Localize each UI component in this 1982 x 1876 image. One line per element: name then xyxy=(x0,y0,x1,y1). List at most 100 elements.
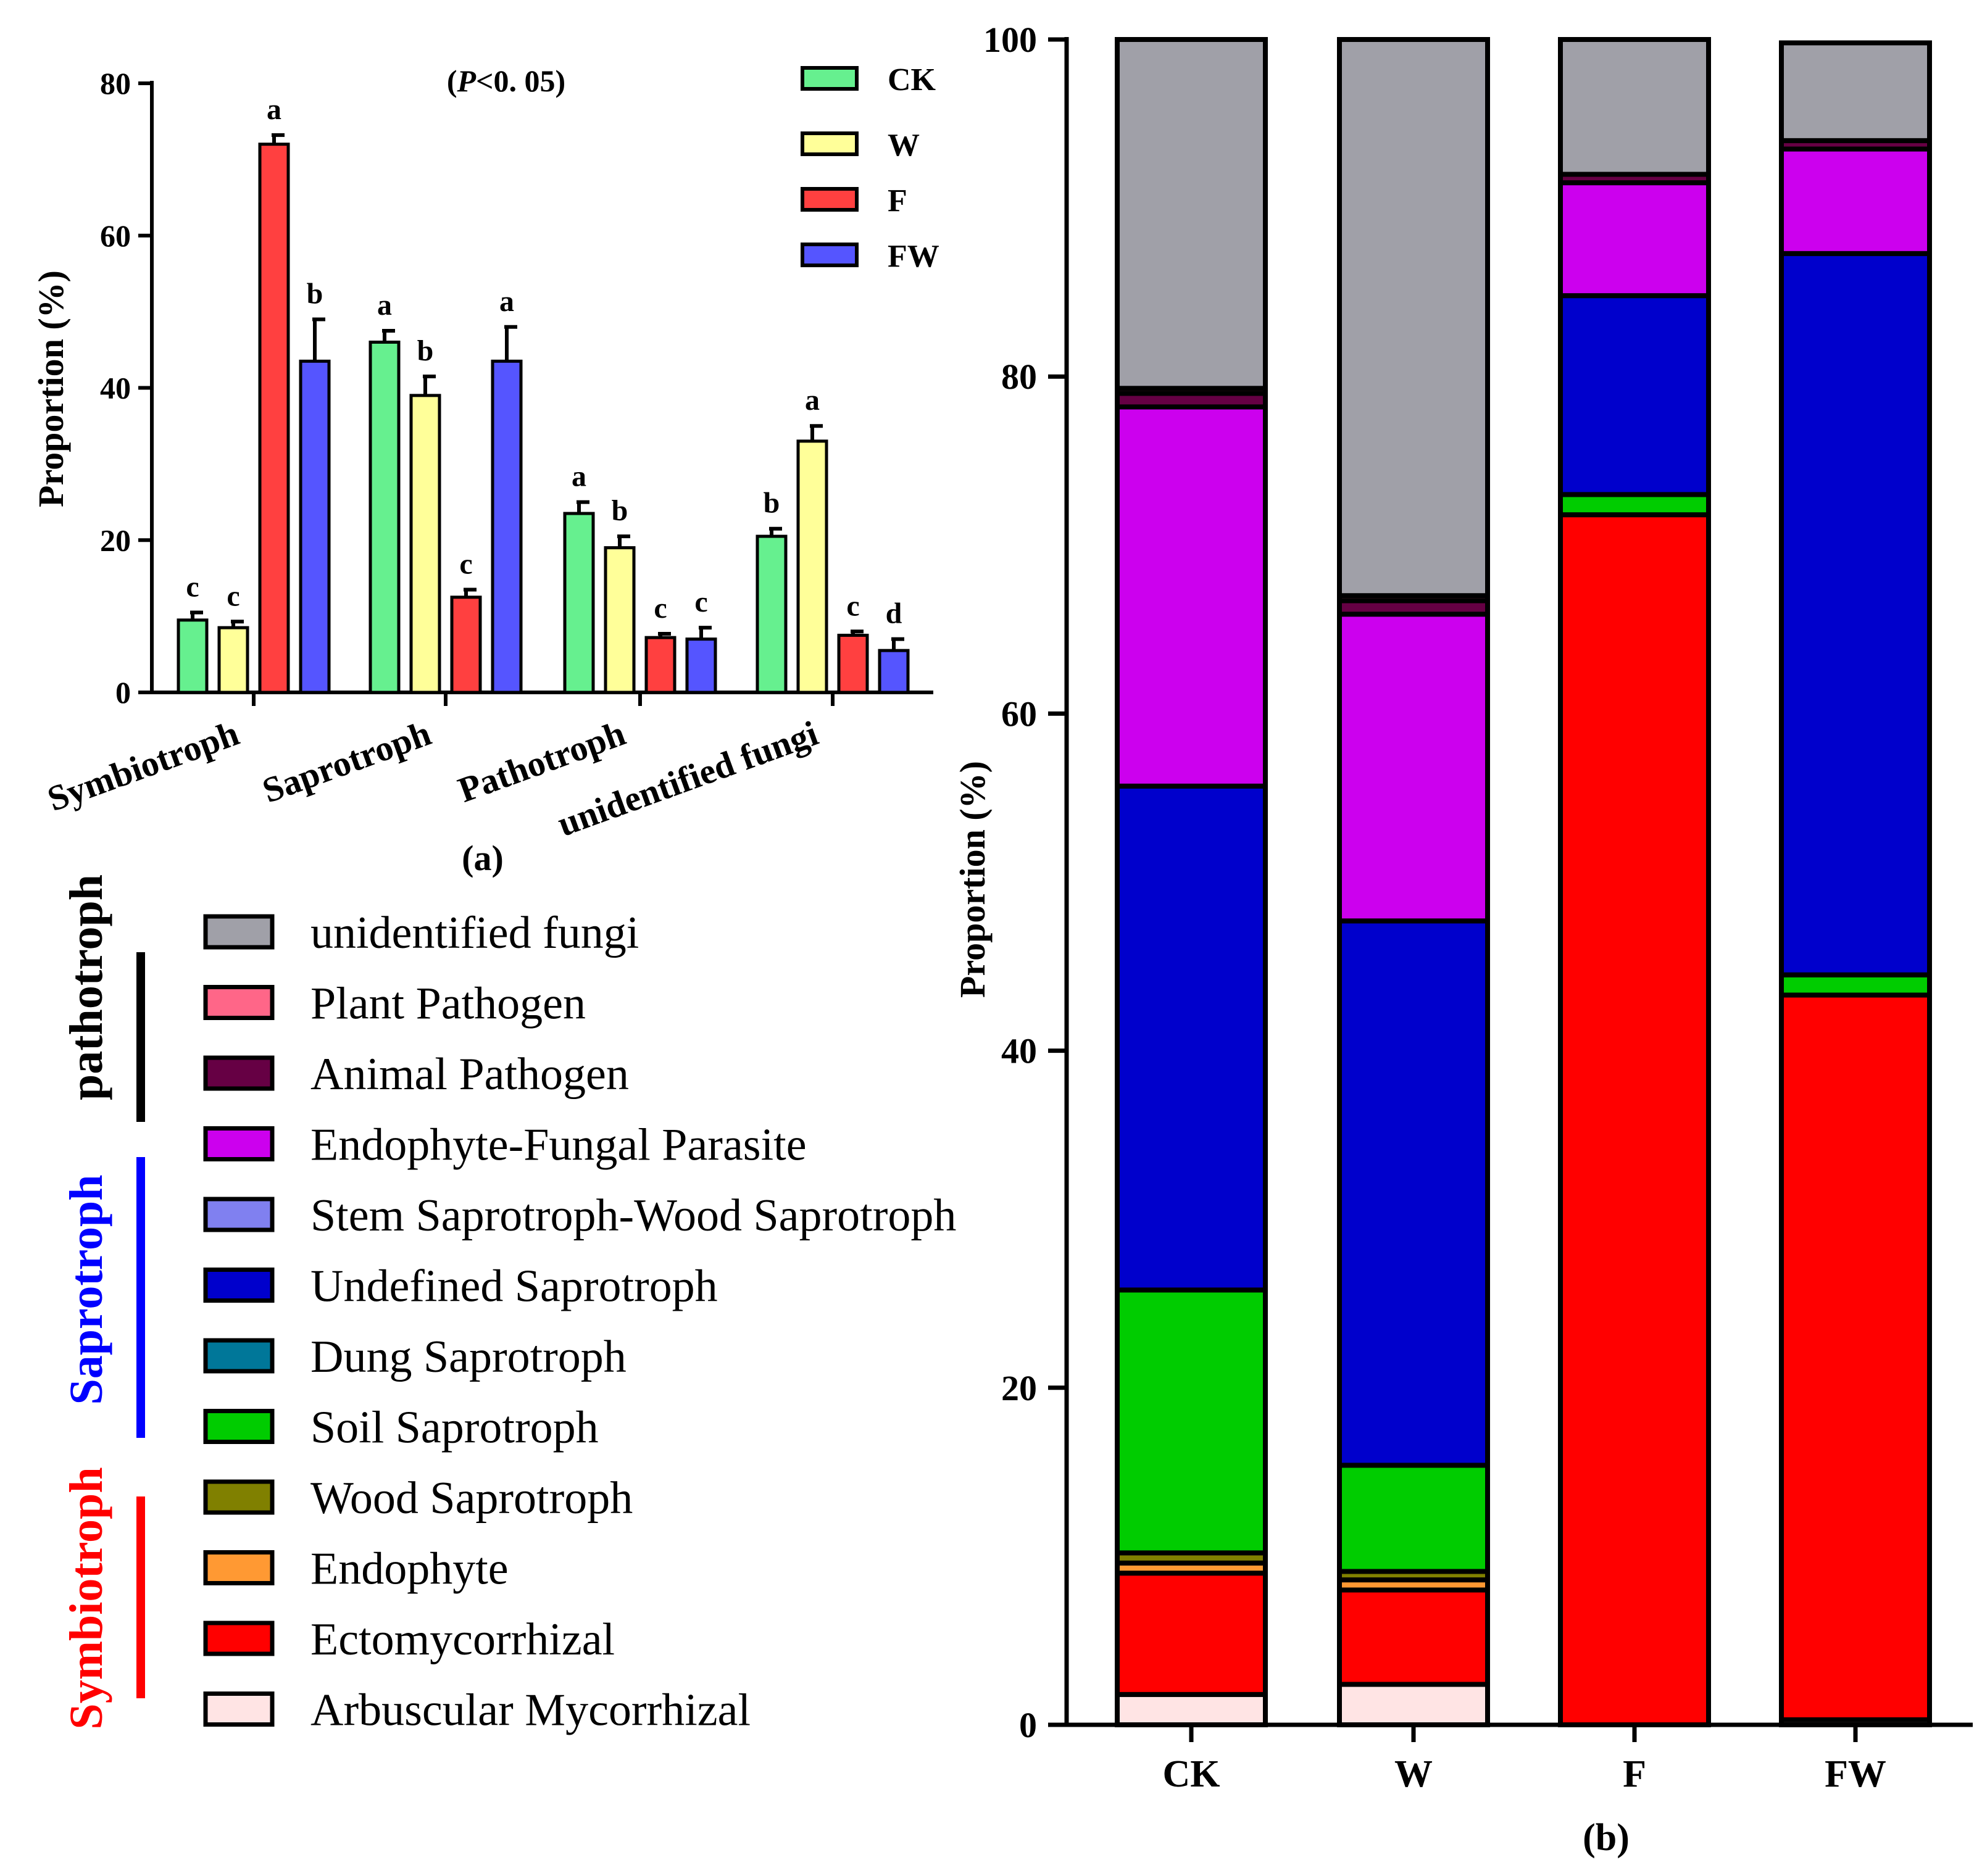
stack-segment-undefined-saprotroph-w xyxy=(1337,918,1490,1468)
legend-label-endophyte: Endophyte xyxy=(310,1544,509,1595)
significance-letter: d xyxy=(886,597,902,630)
chart-a-y-tick-label: 60 xyxy=(100,218,131,253)
chart-b-x-tick-label-f: F xyxy=(1623,1753,1646,1795)
bar-fw-saprotroph xyxy=(491,359,523,694)
stack-segment-arbuscular-mycorrhizal-ck xyxy=(1115,1691,1268,1728)
legend-swatch-undefined-saprotroph xyxy=(203,1268,275,1303)
stack-segment-soil-saprotroph-w xyxy=(1337,1463,1490,1574)
chart-a-y-tick-label: 80 xyxy=(100,66,131,101)
significance-letter: b xyxy=(417,334,434,367)
legend-swatch-arbuscular-mycorrhizal xyxy=(203,1691,275,1727)
chart-b: 0 20 40 60 80 100 CK W F FW Proportion (%) (b) xyxy=(952,20,1973,1859)
stack-segment-unidentified-fungi-f xyxy=(1558,37,1711,177)
significance-letter: a xyxy=(805,384,820,417)
stack-segment-endophyte-fungal-parasite-f xyxy=(1558,180,1711,299)
chart-a-y-tick-label: 0 xyxy=(115,675,131,710)
bar-ck-unidentified-fungi xyxy=(756,534,788,694)
chart-b-x-tick-label-ck: CK xyxy=(1163,1753,1220,1795)
chart-b-x-tick-label-w: W xyxy=(1394,1753,1433,1795)
bar-f-unidentified-fungi xyxy=(837,633,869,694)
legend-swatch-soil-saprotroph xyxy=(203,1409,275,1444)
bar-f-saprotroph xyxy=(450,596,482,694)
legend-swatch-ectomycorrhizal xyxy=(203,1621,275,1656)
legend-swatch-plant-pathogen xyxy=(203,985,275,1020)
chart-a-ylabel: Proportion (%) xyxy=(31,270,71,507)
stack-segment-ectomycorrhizal-w xyxy=(1337,1587,1490,1687)
significance-letter: c xyxy=(227,579,239,612)
chart-b-y-tick-label: 100 xyxy=(983,20,1037,60)
bar-fw-unidentified-fungi xyxy=(878,649,910,694)
stack-segment-ectomycorrhizal-f xyxy=(1558,512,1711,1728)
legend-label-wood-saprotroph: Wood Saprotroph xyxy=(310,1473,633,1524)
significance-letter: b xyxy=(764,487,780,520)
legend-label-fw: FW xyxy=(888,239,939,274)
chart-b-y-tick-label: 40 xyxy=(1001,1031,1037,1071)
legend-label-arbuscular-mycorrhizal: Arbuscular Mycorrhizal xyxy=(310,1685,751,1736)
legend-group-brackets: pathotroph Saprotroph Symbiotroph xyxy=(60,874,145,1730)
chart-b-ylabel: Proportion (%) xyxy=(952,761,993,998)
chart-a-significance-note: (P<0. 05) xyxy=(447,64,565,98)
bar-w-saprotroph xyxy=(409,394,441,694)
chart-a-legend: CK WF FW xyxy=(801,62,939,274)
legend-label-soil-saprotroph: Soil Saprotroph xyxy=(310,1403,599,1453)
legend-swatch-endophyte xyxy=(203,1550,275,1585)
legend-swatch-w xyxy=(801,131,859,156)
chart-b-y-tick-label: 20 xyxy=(1001,1368,1037,1408)
legend-label-undefined-saprotroph: Undefined Saprotroph xyxy=(310,1261,718,1312)
legend-swatch-dung-saprotroph xyxy=(203,1338,275,1374)
chart-b-bars xyxy=(1115,37,1932,1728)
chart-a-y-tick-label: 40 xyxy=(100,371,131,405)
chart-b-y-tick-label: 60 xyxy=(1001,694,1037,734)
legend-label-f: F xyxy=(888,183,907,218)
chart-b-y-tick-label: 80 xyxy=(1001,357,1037,397)
stack-segment-soil-saprotroph-fw xyxy=(1779,972,1932,998)
stack-segment-endophyte-fungal-parasite-ck xyxy=(1115,404,1268,789)
significance-letter: c xyxy=(694,586,707,618)
stack-segment-endophyte-fungal-parasite-w xyxy=(1337,612,1490,924)
significance-letter: b xyxy=(307,277,323,310)
bar-fw-symbiotroph xyxy=(299,359,331,694)
bar-w-pathotroph xyxy=(604,546,636,694)
legend-swatch-endophyte-fungal-parasite xyxy=(203,1126,275,1161)
stack-segment-endophyte-fungal-parasite-fw xyxy=(1779,146,1932,256)
legend-label-unidentified-fungi: unidentified fungi xyxy=(310,908,639,958)
stack-segment-unidentified-fungi-w xyxy=(1337,37,1490,599)
bar-ck-pathotroph xyxy=(563,512,595,694)
stack-segment-ectomycorrhizal-fw xyxy=(1779,992,1932,1722)
bar-ck-symbiotroph xyxy=(177,618,209,694)
stack-segment-soil-saprotroph-f xyxy=(1558,492,1711,518)
significance-letter: b xyxy=(612,494,628,527)
legend-label-stem-saprotroph-wood-saprotroph: Stem Saprotroph-Wood Saprotroph xyxy=(310,1190,956,1241)
stack-segment-undefined-saprotroph-ck xyxy=(1115,783,1268,1293)
bar-f-symbiotroph xyxy=(258,143,290,694)
significance-letter: c xyxy=(654,592,667,625)
legend-label-ectomycorrhizal: Ectomycorrhizal xyxy=(310,1614,615,1665)
chart-b-panel-label: (b) xyxy=(1583,1817,1630,1859)
significance-letter: c xyxy=(846,589,859,622)
significance-letter: a xyxy=(267,93,281,126)
chart-a-y-tick-label: 20 xyxy=(100,523,131,557)
stack-segment-undefined-saprotroph-f xyxy=(1558,293,1711,497)
stack-segment-unidentified-fungi-ck xyxy=(1115,37,1268,391)
stack-segment-soil-saprotroph-ck xyxy=(1115,1287,1268,1556)
legend-group-label-symbiotroph: Symbiotroph xyxy=(60,1467,112,1729)
legend-swatch-animal-pathogen xyxy=(203,1055,275,1091)
stack-segment-unidentified-fungi-fw xyxy=(1779,40,1932,143)
legend-swatch-fw xyxy=(801,243,859,267)
significance-letter: a xyxy=(499,285,514,318)
legend-label-dung-saprotroph: Dung Saprotroph xyxy=(310,1332,627,1382)
chart-b-legend: unidentified fungi Plant Pathogen Animal P… xyxy=(203,908,956,1736)
stack-segment-arbuscular-mycorrhizal-w xyxy=(1337,1682,1490,1728)
chart-a-panel-label: (a) xyxy=(462,838,504,878)
stack-segment-undefined-saprotroph-fw xyxy=(1779,251,1932,977)
legend-label-ck: CK xyxy=(888,62,936,98)
legend-swatch-stem-saprotroph-wood-saprotroph xyxy=(203,1197,275,1232)
bar-f-pathotroph xyxy=(644,636,677,694)
legend-swatch-wood-saprotroph xyxy=(203,1479,275,1515)
chart-b-x-tick-label-fw: FW xyxy=(1825,1753,1886,1795)
bar-w-unidentified-fungi xyxy=(796,439,828,694)
legend-group-label-pathotroph: pathotroph xyxy=(60,874,112,1100)
significance-letter: a xyxy=(377,289,392,322)
